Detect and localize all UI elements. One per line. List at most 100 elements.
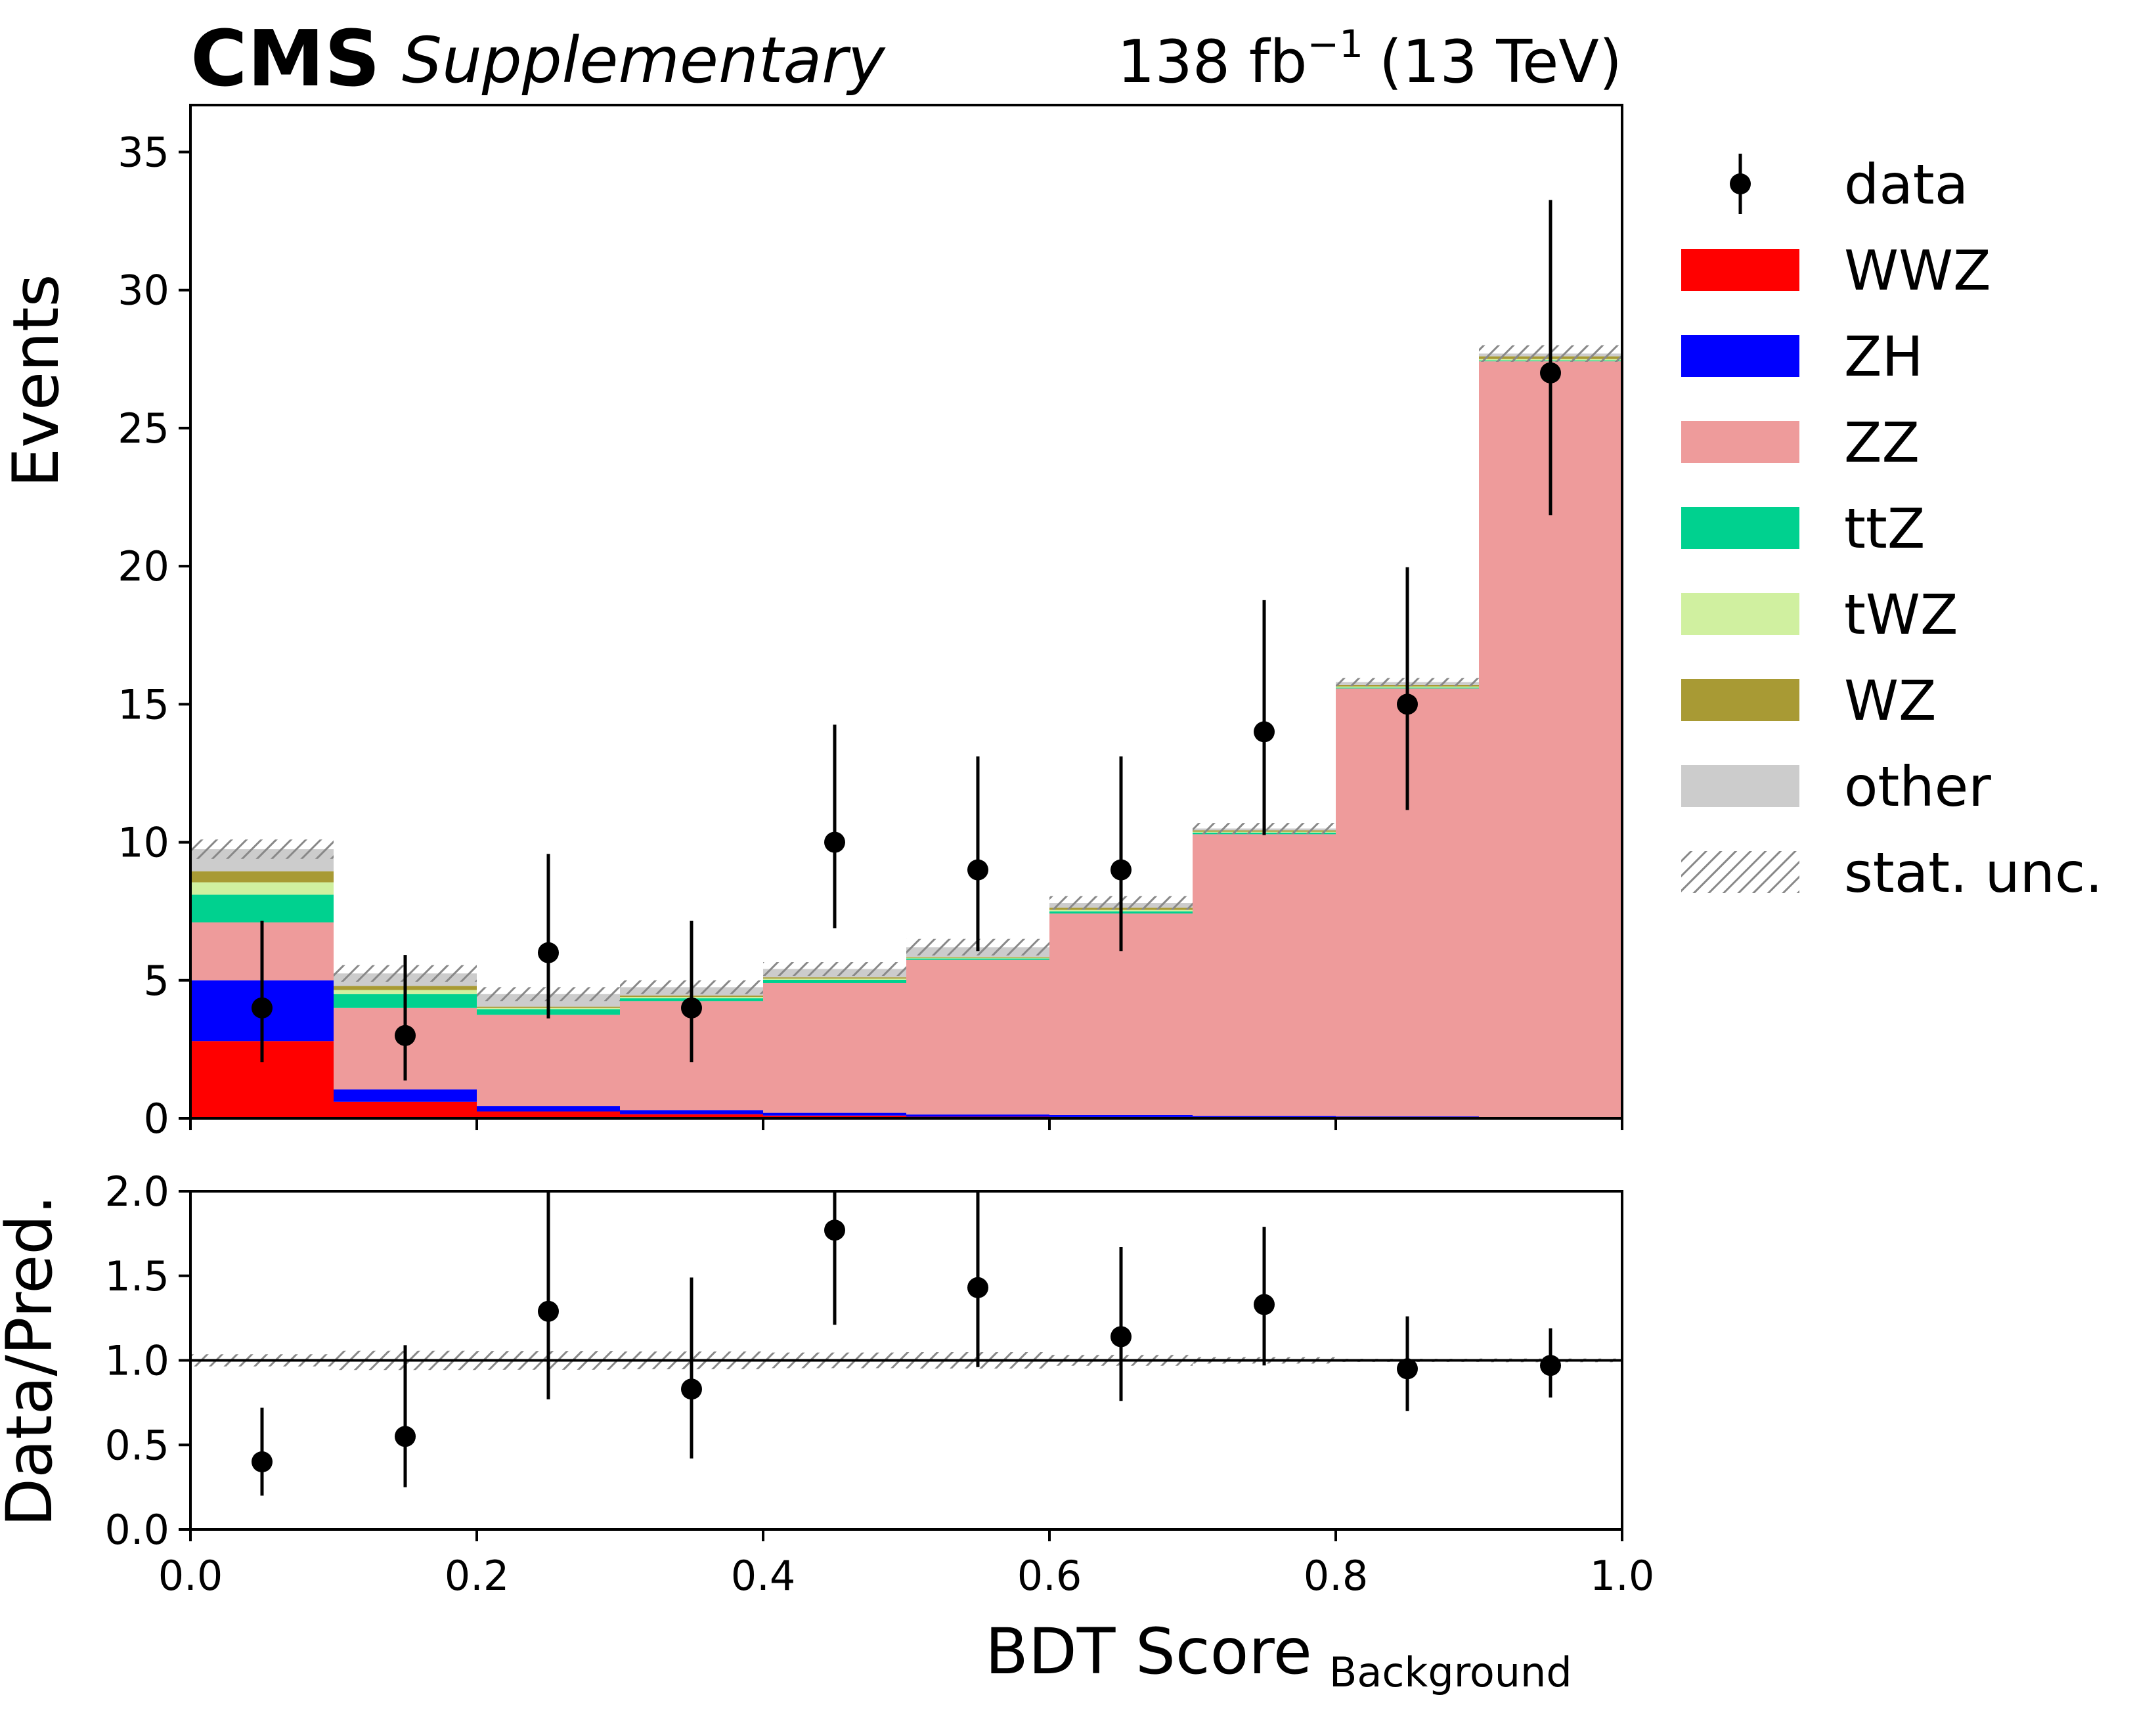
top-axis-ticks: 0 5 10 15 20 25 30 35	[118, 128, 1623, 1143]
x-axis-title-subscript: Background	[1329, 1648, 1572, 1696]
lumi-prefix: 138 fb	[1117, 28, 1307, 97]
legend-swatch-twz	[1681, 593, 1799, 635]
stack-bar-wwz-bin-3	[620, 1114, 763, 1118]
ratio-point-bin-2	[538, 1300, 559, 1322]
ratio-point-bin-4	[824, 1220, 845, 1241]
lumi-exponent: −1	[1308, 22, 1364, 66]
stack-bar-zh-bin-6	[1049, 1114, 1193, 1117]
legend-swatch-other	[1681, 765, 1799, 807]
ratio-point-bin-9	[1540, 1355, 1561, 1376]
data-point-bin-3	[681, 997, 702, 1019]
top-data-points	[252, 200, 1561, 1081]
ratio-point-bin-8	[1397, 1358, 1418, 1380]
legend-swatch-zh	[1681, 335, 1799, 377]
stack-bar-twz-bin-4	[763, 978, 906, 980]
ratio-point-bin-7	[1254, 1294, 1275, 1315]
legend-label-ttz: ttZ	[1844, 496, 1925, 561]
legend-swatch-stat-unc	[1681, 851, 1799, 893]
stack-bar-twz-bin-5	[906, 957, 1049, 959]
stack-bar-ttz-bin-5	[906, 958, 1049, 960]
ratio-ytick-label-0: 0.0	[104, 1506, 169, 1554]
data-point-bin-6	[1111, 859, 1132, 881]
data-point-bin-4	[824, 831, 845, 853]
legend-label-wz: WZ	[1844, 669, 1937, 733]
stack-bar-zh-bin-7	[1193, 1116, 1336, 1118]
data-point-bin-9	[1540, 362, 1561, 384]
top-ytick-label-0: 0	[144, 1095, 169, 1143]
xtick-label-4: 0.8	[1304, 1552, 1369, 1600]
top-ytick-label-5: 25	[118, 405, 169, 452]
top-ytick-label-4: 20	[118, 542, 169, 590]
ratio-ytick-label-3: 1.5	[104, 1252, 169, 1300]
stack-bar-wz-bin-0	[190, 871, 334, 883]
x-axis-title-main: BDT Score	[985, 1615, 1312, 1688]
legend-label-zh: ZH	[1844, 324, 1924, 389]
stack-bar-twz-bin-0	[190, 882, 334, 895]
stack-bar-zz-bin-4	[763, 982, 906, 1113]
stack-bar-wwz-bin-1	[334, 1101, 477, 1118]
top-ytick-label-2: 10	[118, 819, 169, 867]
xtick-label-3: 0.6	[1017, 1552, 1082, 1600]
stack-bar-zz-bin-5	[906, 959, 1049, 1115]
x-axis-title: BDT Score Background	[985, 1615, 1572, 1696]
stack-bar-zh-bin-1	[334, 1089, 477, 1102]
data-point-bin-1	[395, 1024, 416, 1046]
top-ytick-label-1: 5	[144, 957, 169, 1005]
stack-bar-zh-bin-3	[620, 1110, 763, 1114]
legend-marker-data	[1730, 173, 1751, 194]
xtick-label-2: 0.4	[731, 1552, 796, 1600]
top-y-axis-title: Events	[0, 274, 73, 487]
stack-bar-zh-bin-5	[906, 1114, 1049, 1117]
top-ytick-label-7: 35	[118, 128, 169, 176]
legend-label-zz: ZZ	[1844, 410, 1920, 475]
stat-unc-band-bin-0	[190, 839, 334, 859]
legend: data WWZ ZH ZZ ttZ tWZ WZ other stat. unc.	[1681, 152, 2103, 905]
top-ytick-label-6: 30	[118, 267, 169, 315]
ratio-y-axis-title: Data/Pred.	[0, 1195, 66, 1527]
xtick-label-1: 0.2	[445, 1552, 510, 1600]
ratio-ytick-label-2: 1.0	[104, 1337, 169, 1385]
stack-bar-wz-bin-4	[763, 977, 906, 979]
legend-label-other: other	[1844, 755, 1991, 819]
legend-swatch-zz	[1681, 421, 1799, 463]
legend-label-stat-unc-: stat. unc.	[1844, 841, 2103, 905]
legend-label-wwz: WWZ	[1844, 238, 1991, 303]
ratio-data-points	[252, 1191, 1561, 1496]
legend-swatch-ttz	[1681, 507, 1799, 549]
legend-swatch-wz	[1681, 679, 1799, 721]
stack-bar-ttz-bin-4	[763, 979, 906, 983]
supplementary-label: Supplementary	[402, 24, 886, 97]
luminosity-label: 138 fb−1 (13 TeV)	[1117, 22, 1622, 97]
data-point-bin-0	[252, 997, 273, 1019]
xtick-label-5: 1.0	[1590, 1552, 1655, 1600]
cms-label: CMS	[190, 13, 380, 104]
ratio-point-bin-6	[1111, 1326, 1132, 1348]
stack-bar-zh-bin-2	[477, 1106, 620, 1112]
stat-unc-band-bin-4	[763, 962, 906, 977]
xtick-label-0: 0.0	[158, 1552, 223, 1600]
ratio-point-bin-0	[252, 1451, 273, 1472]
data-point-bin-7	[1254, 721, 1275, 743]
legend-label-data: data	[1844, 152, 1968, 217]
ratio-point-bin-5	[967, 1277, 988, 1298]
stack-bar-wwz-bin-2	[477, 1111, 620, 1118]
data-point-bin-8	[1397, 693, 1418, 715]
legend-label-twz: tWZ	[1844, 582, 1958, 647]
ratio-ytick-label-4: 2.0	[104, 1168, 169, 1216]
legend-swatch-wwz	[1681, 249, 1799, 291]
ratio-point-bin-3	[681, 1378, 702, 1400]
stack-bar-zz-bin-7	[1193, 834, 1336, 1116]
stack-bar-wwz-bin-4	[763, 1115, 906, 1118]
stack-bar-ttz-bin-0	[190, 894, 334, 923]
stack-bar-zh-bin-4	[763, 1112, 906, 1116]
stack-bar-zz-bin-2	[477, 1015, 620, 1107]
ratio-ytick-label-1: 0.5	[104, 1421, 169, 1469]
top-ytick-label-3: 15	[118, 680, 169, 728]
lumi-suffix: (13 TeV)	[1379, 28, 1622, 97]
ratio-point-bin-1	[395, 1426, 416, 1447]
ratio-axis-ticks: 0.0 0.5 1.0 1.5 2.0 0.0 0.2 0.4 0.6 0.8 1.0	[104, 1168, 1654, 1600]
data-point-bin-5	[967, 859, 988, 881]
data-point-bin-2	[538, 942, 559, 963]
top-panel-frame	[189, 104, 1623, 1120]
